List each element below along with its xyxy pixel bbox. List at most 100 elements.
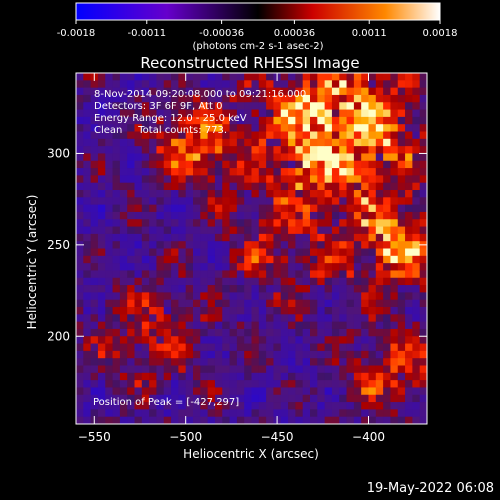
heatmap-cell	[353, 285, 362, 293]
heatmap-cell	[383, 270, 391, 279]
heatmap-cell	[127, 168, 135, 176]
heatmap-cell	[185, 270, 194, 279]
heatmap-cell	[119, 116, 128, 125]
heatmap-cell	[251, 270, 260, 279]
heatmap-cell	[171, 226, 179, 235]
heatmap-cell	[149, 299, 157, 308]
heatmap-cell	[266, 328, 274, 337]
heatmap-cell	[163, 87, 172, 96]
heatmap-cell	[361, 102, 369, 110]
heatmap-cell	[207, 226, 216, 235]
heatmap-cell	[83, 402, 92, 410]
heatmap-cell	[302, 343, 311, 352]
heatmap-cell	[339, 372, 347, 381]
heatmap-cell	[200, 116, 209, 125]
heatmap-cell	[258, 321, 267, 330]
heatmap-cell	[222, 102, 230, 110]
heatmap-cell	[383, 204, 391, 213]
heatmap-cell	[236, 146, 245, 154]
heatmap-cell	[156, 197, 165, 206]
heatmap-cell	[163, 168, 172, 176]
heatmap-cell	[171, 211, 179, 220]
heatmap-cell	[295, 87, 304, 96]
heatmap-cell	[105, 263, 113, 271]
heatmap-cell	[185, 343, 194, 352]
heatmap-cell	[83, 109, 92, 118]
heatmap-cell	[207, 416, 216, 425]
heatmap-cell	[244, 94, 252, 103]
heatmap-cell	[178, 219, 187, 227]
heatmap-cell	[119, 109, 128, 118]
heatmap-cell	[90, 394, 99, 403]
heatmap-cell	[280, 263, 289, 271]
heatmap-cell	[317, 292, 326, 301]
heatmap-cell	[258, 358, 267, 366]
heatmap-cell	[185, 175, 194, 184]
heatmap-cell	[112, 299, 121, 308]
heatmap-cell	[397, 402, 406, 410]
heatmap-cell	[280, 299, 289, 308]
heatmap-cell	[251, 211, 260, 220]
heatmap-cell	[273, 394, 282, 403]
heatmap-cell	[229, 358, 238, 366]
heatmap-cell	[193, 307, 201, 315]
heatmap-cell	[236, 102, 245, 110]
x-tick-label: −450	[261, 430, 294, 444]
heatmap-cell	[258, 270, 267, 279]
heatmap-cell	[353, 102, 362, 110]
heatmap-cell	[141, 241, 150, 249]
heatmap-cell	[105, 102, 113, 110]
heatmap-cell	[134, 365, 143, 374]
heatmap-cell	[156, 248, 165, 257]
heatmap-cell	[346, 372, 355, 381]
heatmap-cell	[200, 109, 209, 118]
heatmap-cell	[141, 138, 150, 147]
heatmap-cell	[193, 380, 201, 388]
heatmap-cell	[397, 153, 406, 162]
heatmap-cell	[383, 168, 391, 176]
heatmap-cell	[361, 394, 369, 403]
heatmap-cell	[251, 263, 260, 271]
heatmap-cell	[266, 138, 274, 147]
heatmap-cell	[361, 109, 369, 118]
heatmap-cell	[258, 394, 267, 403]
heatmap-cell	[193, 343, 201, 352]
heatmap-cell	[339, 285, 347, 293]
heatmap-cell	[207, 358, 216, 366]
heatmap-cell	[229, 102, 238, 110]
heatmap-cell	[193, 270, 201, 279]
y-axis-label: Heliocentric Y (arcsec)	[25, 195, 39, 330]
heatmap-cell	[273, 372, 282, 381]
heatmap-cell	[112, 116, 121, 125]
heatmap-cell	[383, 131, 391, 140]
heatmap-cell	[368, 314, 377, 323]
heatmap-cell	[383, 146, 391, 154]
heatmap-cell	[280, 255, 289, 264]
heatmap-cell	[339, 321, 347, 330]
heatmap-cell	[280, 94, 289, 103]
heatmap-cell	[368, 263, 377, 271]
heatmap-cell	[280, 394, 289, 403]
heatmap-cell	[90, 292, 99, 301]
heatmap-cell	[339, 314, 347, 323]
heatmap-cell	[207, 314, 216, 323]
heatmap-cell	[310, 116, 318, 125]
heatmap-cell	[214, 219, 223, 227]
heatmap-cell	[178, 131, 187, 140]
heatmap-cell	[222, 248, 230, 257]
heatmap-cell	[383, 80, 391, 89]
heatmap-cell	[236, 350, 245, 359]
heatmap-cell	[324, 73, 333, 81]
heatmap-cell	[127, 328, 135, 337]
heatmap-cell	[83, 153, 92, 162]
heatmap-cell	[90, 138, 99, 147]
heatmap-cell	[185, 131, 194, 140]
heatmap-cell	[112, 102, 121, 110]
heatmap-cell	[163, 116, 172, 125]
heatmap-cell	[127, 387, 135, 396]
heatmap-cell	[302, 387, 311, 396]
heatmap-cell	[178, 321, 187, 330]
heatmap-cell	[331, 372, 340, 381]
heatmap-cell	[302, 131, 311, 140]
heatmap-cell	[353, 248, 362, 257]
